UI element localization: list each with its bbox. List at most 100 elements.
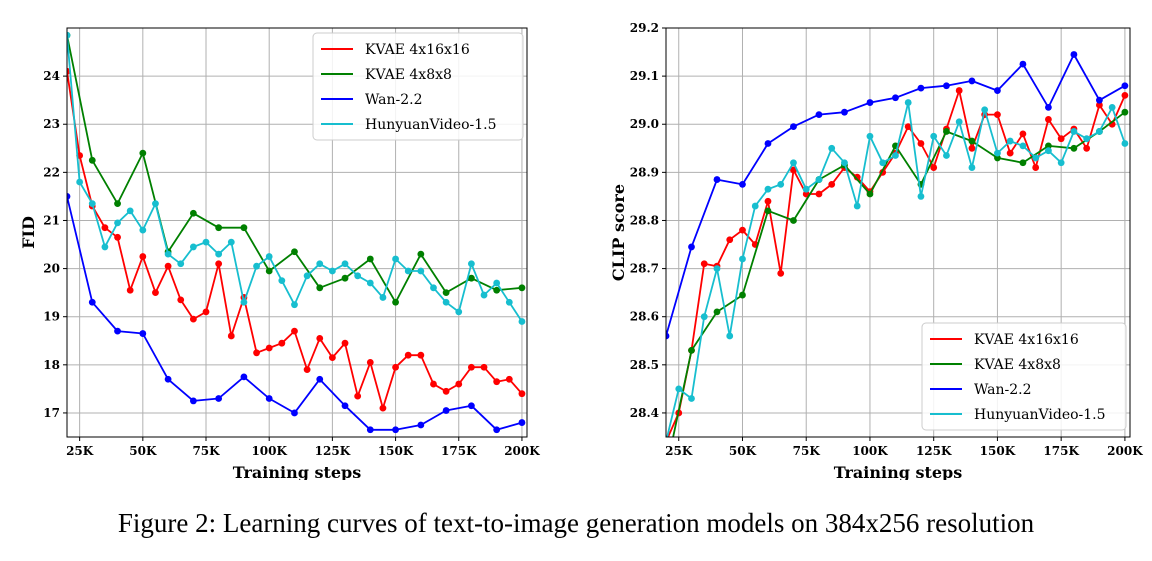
data-point [189, 243, 197, 251]
data-point [1032, 164, 1040, 171]
data-point [866, 190, 874, 198]
data-point [417, 421, 425, 429]
data-point [968, 144, 976, 152]
x-tick-label: 175K [1043, 444, 1079, 458]
data-point [726, 332, 734, 340]
legend-label: KVAE 4x8x8 [974, 357, 1061, 373]
data-point [904, 123, 912, 131]
data-point [253, 262, 260, 270]
data-point [341, 260, 349, 268]
data-point [1096, 128, 1103, 135]
data-point [430, 380, 437, 388]
x-tick-label: 50K [729, 444, 757, 458]
data-point [790, 217, 797, 224]
data-point [930, 164, 938, 171]
x-tick-label: 200K [504, 444, 540, 458]
x-tick-label: 150K [378, 444, 414, 458]
data-point [467, 274, 475, 282]
data-point [675, 385, 683, 393]
data-point [202, 308, 210, 316]
data-point [189, 315, 197, 323]
data-point [994, 149, 1001, 157]
data-point [777, 270, 785, 277]
data-point [518, 390, 526, 398]
data-point [968, 164, 976, 171]
data-point [713, 265, 721, 272]
y-axis-label: FID [19, 216, 38, 249]
series-line [67, 196, 523, 431]
y-tick-label: 28.6 [630, 310, 659, 324]
data-point [227, 238, 235, 246]
data-point [126, 207, 134, 215]
data-point [328, 267, 336, 275]
data-point [518, 419, 526, 426]
data-point [291, 409, 298, 417]
data-point [101, 224, 109, 232]
data-point [751, 202, 759, 210]
data-point [101, 243, 109, 251]
x-tick-label: 100K [251, 444, 287, 458]
data-point [1006, 149, 1014, 157]
data-point [114, 200, 121, 208]
data-point [67, 31, 71, 39]
data-point [265, 267, 273, 275]
series-hunyuanvideo-1-5 [666, 99, 1129, 437]
y-tick-label: 24 [43, 69, 60, 83]
data-point [392, 298, 399, 306]
data-point [164, 262, 172, 270]
data-point [316, 260, 324, 268]
clip-score-chart: 25K 50K 75K 100K 125K 150K 175K 200K 28.4 28.5 28.… [609, 21, 1143, 480]
data-point [152, 200, 159, 208]
y-tick-label: 28.5 [630, 358, 659, 372]
data-point [278, 277, 286, 285]
data-point [291, 248, 298, 256]
y-tick-label: 20 [43, 262, 60, 276]
data-point [841, 159, 848, 167]
data-point [265, 253, 273, 260]
data-point [841, 108, 848, 116]
x-axis-label: Training steps [233, 463, 362, 480]
data-point [892, 94, 899, 102]
data-point [88, 200, 96, 208]
data-point [430, 284, 437, 292]
x-tick-label: 150K [980, 444, 1016, 458]
data-point [1083, 144, 1091, 152]
y-tick-label: 23 [43, 117, 60, 131]
data-point [126, 286, 134, 294]
data-point [930, 132, 938, 140]
data-point [341, 402, 349, 410]
data-point [955, 87, 963, 94]
data-point [303, 272, 311, 280]
data-point [215, 395, 223, 402]
data-point [379, 404, 387, 412]
data-point [1121, 108, 1129, 116]
data-point [164, 375, 172, 383]
data-point [739, 291, 746, 299]
data-point [1019, 130, 1027, 138]
data-point [853, 202, 861, 210]
data-point [265, 344, 273, 352]
data-point [802, 185, 810, 193]
y-tick-label: 28.8 [630, 213, 659, 227]
legend-label: KVAE 4x16x16 [365, 42, 470, 58]
data-point [366, 426, 374, 434]
x-tick-label: 75K [192, 444, 220, 458]
x-axis-label: Training steps [834, 463, 963, 480]
data-point [1045, 116, 1052, 123]
data-point [994, 154, 1001, 162]
data-point [1019, 159, 1027, 167]
data-point [392, 363, 399, 371]
data-point [493, 279, 501, 287]
data-point [764, 197, 772, 205]
y-tick-label: 29.0 [630, 117, 659, 131]
y-tick-label: 21 [43, 213, 60, 227]
y-tick-label: 18 [43, 358, 60, 372]
data-point [1108, 103, 1116, 111]
data-point [828, 180, 836, 188]
data-point [666, 332, 670, 340]
data-point [493, 378, 501, 386]
series-wan-2-2 [666, 51, 1129, 340]
data-point [240, 373, 248, 381]
data-point [1032, 154, 1040, 162]
data-point [790, 123, 797, 131]
